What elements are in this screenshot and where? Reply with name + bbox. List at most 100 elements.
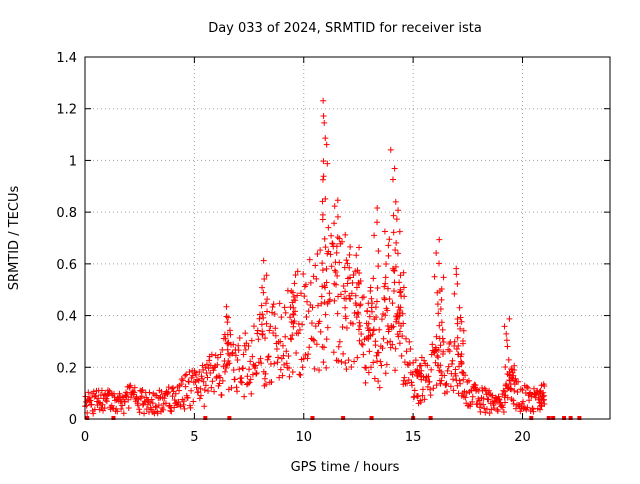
data-point [332, 269, 339, 276]
data-point [230, 341, 237, 348]
data-point [244, 373, 251, 380]
data-point [436, 322, 443, 329]
data-point [418, 354, 425, 361]
data-point [417, 399, 424, 406]
data-point [247, 358, 254, 365]
data-point [366, 313, 373, 320]
data-point [318, 300, 325, 307]
y-tick-label: 0.2 [56, 361, 77, 376]
data-point [408, 379, 415, 386]
data-point [427, 386, 434, 393]
data-point [382, 280, 389, 287]
data-point [369, 308, 376, 315]
data-point [334, 213, 341, 220]
data-point [330, 349, 337, 356]
data-point [440, 274, 447, 281]
data-point [228, 384, 235, 391]
data-point [193, 371, 200, 378]
data-point [331, 203, 338, 210]
data-point [384, 285, 391, 292]
data-point [400, 284, 407, 291]
data-point [258, 360, 265, 367]
data-point [319, 176, 326, 183]
data-point [366, 326, 373, 333]
data-point [358, 340, 365, 347]
data-point [325, 224, 332, 231]
data-point [384, 339, 391, 346]
data-point [524, 404, 531, 411]
data-point [218, 392, 225, 399]
data-point [263, 308, 270, 315]
data-point [479, 384, 486, 391]
data-point [386, 236, 393, 243]
data-point [180, 401, 187, 408]
data-point [320, 344, 327, 351]
data-point [305, 351, 312, 358]
data-point [366, 348, 373, 355]
data-point [322, 311, 329, 318]
data-point [374, 219, 381, 226]
data-point [397, 272, 404, 279]
data-point [496, 396, 503, 403]
data-point [344, 260, 351, 267]
data-point [198, 373, 205, 380]
data-point [305, 308, 312, 315]
data-point [375, 349, 382, 356]
data-point [88, 401, 95, 408]
data-point [308, 320, 315, 327]
data-point [162, 400, 169, 407]
data-point [324, 300, 331, 307]
data-point [435, 354, 442, 361]
x-tick-label: 15 [405, 430, 422, 445]
data-point [357, 277, 364, 284]
data-point [292, 272, 299, 279]
data-point [323, 141, 330, 148]
data-point [233, 384, 240, 391]
data-point [472, 382, 479, 389]
data-point [438, 377, 445, 384]
data-point [373, 352, 380, 359]
data-point [161, 395, 168, 402]
data-point [319, 283, 326, 290]
y-tick-label: 1.2 [56, 103, 77, 118]
data-point [125, 404, 132, 411]
data-point [235, 342, 242, 349]
data-point [259, 331, 266, 338]
data-point [114, 408, 121, 415]
data-point [321, 299, 328, 306]
data-point [269, 303, 276, 310]
data-point [499, 404, 506, 411]
data-point [225, 386, 232, 393]
data-point [506, 315, 513, 322]
data-point [412, 357, 419, 364]
data-point [219, 346, 226, 353]
data-point [339, 323, 346, 330]
data-point [540, 389, 547, 396]
data-point [343, 325, 350, 332]
data-point [502, 399, 508, 406]
data-point [150, 409, 157, 416]
data-point [501, 388, 508, 395]
data-point [211, 364, 218, 371]
data-point [396, 279, 403, 286]
data-point [438, 368, 445, 375]
data-point [503, 330, 510, 337]
data-point [152, 404, 159, 411]
data-point [340, 282, 347, 289]
data-point [347, 243, 354, 250]
data-point [354, 354, 361, 361]
data-point [211, 388, 218, 395]
data-point [435, 346, 442, 353]
data-point [477, 408, 484, 415]
data-point [86, 394, 93, 401]
data-point [250, 323, 257, 330]
data-point [383, 261, 390, 268]
data-point [265, 353, 272, 360]
data-point [375, 247, 382, 254]
data-point [262, 300, 269, 307]
data-point [210, 367, 217, 374]
data-point [450, 387, 457, 394]
data-point [374, 358, 381, 365]
data-point [351, 358, 358, 365]
data-point [379, 345, 386, 352]
